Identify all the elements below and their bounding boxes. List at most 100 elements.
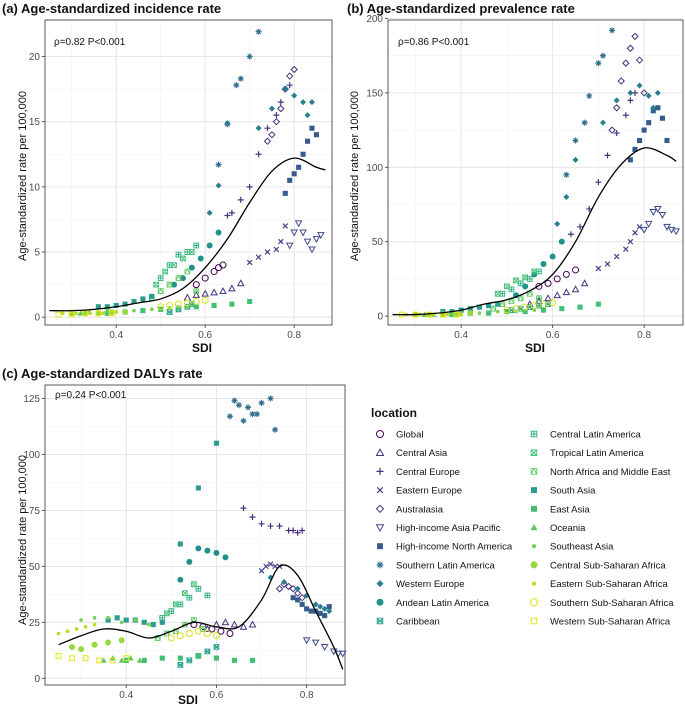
point-central-europe: [577, 223, 584, 230]
point-central-europe: [294, 529, 301, 536]
x-tick-label: 0.4: [454, 330, 468, 341]
point-southern-latin-america: [581, 119, 588, 126]
x-tick-label: 0.6: [546, 330, 560, 341]
point-western-europe: [627, 89, 634, 96]
point-eastern-sub-saharan-africa: [87, 311, 92, 316]
point-high-income-north-america: [309, 125, 315, 131]
point-north-africa-and-middle-east: [193, 287, 200, 294]
point-high-income-asia-pacific: [658, 212, 667, 219]
point-central-sub-saharan-africa: [82, 310, 89, 317]
point-eastern-sub-saharan-africa: [83, 624, 88, 629]
legend-key-high-income-asia-pacific: [375, 524, 385, 533]
legend-title: location: [371, 406, 417, 420]
point-central-asia: [192, 290, 201, 298]
point-east-asia: [211, 302, 217, 308]
point-east-asia: [486, 310, 492, 316]
point-central-sub-saharan-africa: [426, 311, 433, 318]
point-western-europe: [554, 220, 561, 227]
point-western-europe: [281, 579, 288, 586]
legend-label-eastern-europe: Eastern Europe: [396, 486, 462, 497]
point-central-europe: [627, 97, 634, 104]
point-central-asia: [230, 620, 239, 628]
point-central-latin-america: [195, 585, 202, 592]
point-high-income-north-america: [313, 132, 319, 138]
point-australasia: [289, 585, 297, 593]
point-high-income-north-america: [287, 177, 293, 183]
point-western-europe: [300, 99, 307, 106]
point-caribbean: [166, 309, 173, 315]
point-high-income-asia-pacific: [317, 232, 325, 240]
point-east-asia: [231, 657, 238, 663]
legend-label-eastern-sub-saharan-africa: Eastern Sub-Saharan Africa: [550, 579, 668, 590]
point-andean-latin-america: [206, 242, 213, 249]
legend-label-central-sub-saharan-africa: Central Sub-Saharan Africa: [550, 560, 666, 571]
point-australasia: [275, 585, 284, 593]
legend-key-caribbean: [376, 617, 384, 625]
point-eastern-europe: [282, 223, 289, 229]
legend-label-southern-sub-saharan-africa: Southern Sub-Saharan Africa: [550, 598, 674, 609]
point-central-asia: [221, 618, 230, 626]
point-central-asia: [580, 279, 589, 287]
point-north-africa-and-middle-east: [166, 281, 173, 288]
point-southern-latin-america: [240, 417, 247, 424]
point-eastern-sub-saharan-africa: [114, 310, 119, 314]
point-eastern-sub-saharan-africa: [431, 312, 436, 317]
point-eastern-sub-saharan-africa: [445, 312, 450, 317]
panel-title: (c) Age-standardized DALYs rate: [2, 366, 203, 381]
y-tick-label: 15: [29, 117, 41, 128]
point-western-sub-saharan-africa: [96, 657, 103, 664]
point-western-europe: [294, 585, 301, 592]
plot-border: [44, 384, 346, 686]
point-australasia: [612, 104, 621, 112]
point-central-sub-saharan-africa: [467, 310, 474, 317]
point-central-asia: [203, 625, 212, 632]
point-southeast-asia: [146, 622, 151, 627]
point-central-europe: [299, 527, 306, 534]
point-south-asia: [467, 306, 473, 312]
point-south-asia: [213, 440, 219, 446]
point-high-income-asia-pacific: [308, 246, 316, 254]
point-high-income-asia-pacific: [285, 242, 294, 250]
point-south-asia: [141, 619, 147, 625]
point-eastern-sub-saharan-africa: [60, 311, 65, 316]
point-caribbean: [545, 301, 551, 308]
point-north-africa-and-middle-east: [175, 274, 182, 281]
point-southern-sub-saharan-africa: [174, 300, 182, 308]
point-australasia: [608, 126, 616, 134]
point-high-income-asia-pacific: [299, 229, 307, 237]
point-southern-sub-saharan-africa: [212, 632, 220, 640]
point-central-sub-saharan-africa: [95, 310, 102, 317]
point-east-asia: [140, 308, 146, 314]
legend-key-north-africa-and-middle-east: [530, 467, 538, 475]
point-southern-sub-saharan-africa: [201, 296, 209, 304]
point-north-africa-and-middle-east: [157, 287, 164, 294]
point-global: [572, 266, 580, 274]
legend-label-southeast-asia: Southeast Asia: [550, 542, 614, 553]
trend-line: [49, 157, 326, 312]
y-tick-label: 50: [29, 562, 41, 573]
point-high-income-north-america: [291, 171, 297, 177]
point-australasia: [640, 89, 648, 97]
point-south-asia: [123, 617, 129, 623]
y-axis-label: Age-standardized rate per 100,000: [17, 455, 29, 625]
point-western-europe: [636, 82, 643, 89]
point-southeast-asia: [92, 616, 97, 620]
point-high-income-asia-pacific: [667, 226, 676, 234]
legend-label-high-income-north-america: High-income North America: [396, 542, 513, 553]
point-south-asia: [140, 296, 146, 302]
legend: location Global Central Asia Central Europ…: [371, 406, 674, 628]
point-southern-sub-saharan-africa: [167, 634, 175, 642]
point-high-income-asia-pacific: [644, 220, 653, 228]
point-east-asia: [504, 309, 510, 315]
point-andean-latin-america: [222, 554, 229, 561]
legend-key-eastern-europe: [376, 486, 384, 494]
legend-key-andean-latin-america: [376, 598, 384, 606]
point-western-sub-saharan-africa: [82, 655, 89, 662]
point-south-asia: [150, 622, 156, 628]
y-tick-label: 150: [366, 88, 383, 99]
point-tropical-latin-america: [513, 277, 519, 284]
point-central-europe: [264, 125, 271, 132]
point-southeast-asia: [119, 620, 124, 625]
legend-label-australasia: Australasia: [396, 504, 444, 515]
